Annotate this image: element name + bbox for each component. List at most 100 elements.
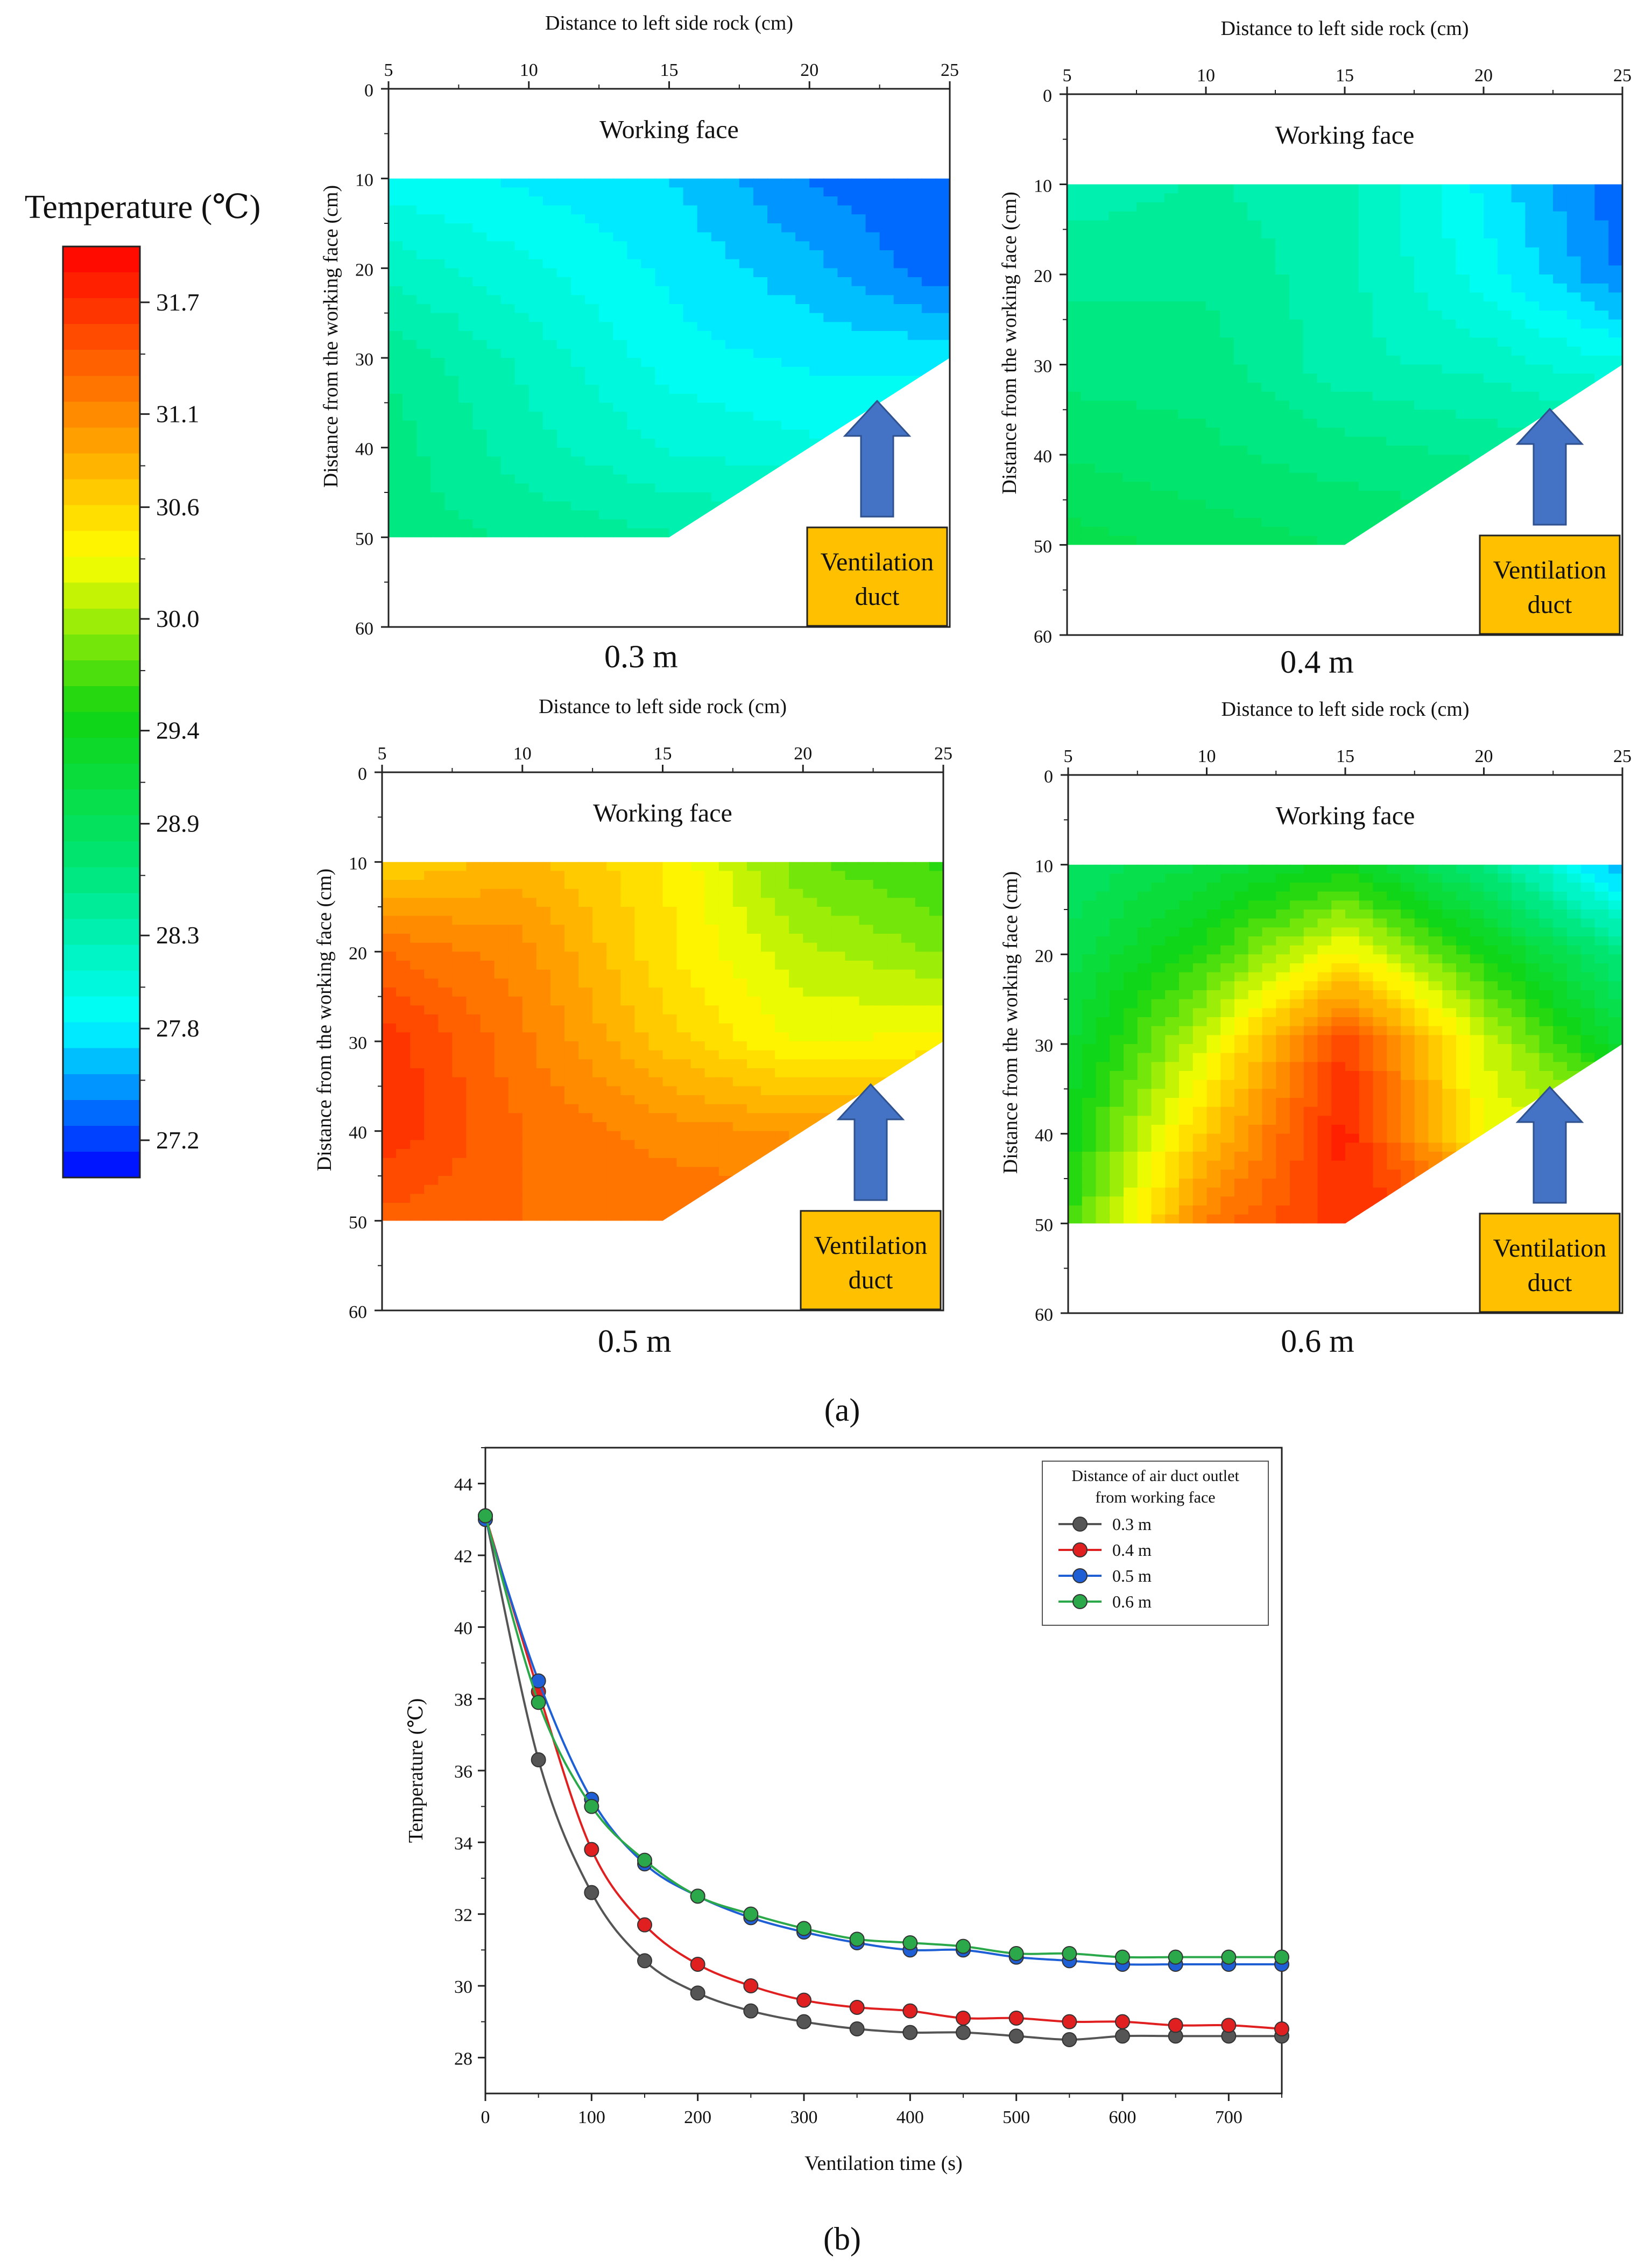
contour-cell (500, 376, 516, 385)
contour-cell (522, 915, 537, 926)
contour-cell (1081, 509, 1096, 519)
contour-cell (837, 295, 852, 305)
contour-cell (669, 313, 684, 323)
contour-cell (704, 1095, 719, 1105)
contour-cell (472, 358, 488, 368)
contour-cell (389, 439, 404, 448)
contour-cell (536, 898, 551, 907)
contour-cell (389, 412, 404, 421)
contour-cell (627, 340, 642, 350)
contour-cell (1345, 283, 1359, 293)
contour-cell (676, 1050, 691, 1060)
contour-cell (1553, 301, 1568, 311)
contour-cell (732, 1176, 747, 1186)
contour-cell (1566, 319, 1582, 329)
contour-cell (494, 1059, 509, 1069)
contour-cell (732, 1086, 747, 1096)
contour-cell (634, 1167, 649, 1176)
contour-cell (823, 304, 838, 314)
contour-cell (753, 420, 768, 431)
contour-cell (1150, 274, 1165, 284)
contour-cell (382, 1059, 397, 1069)
contour-cell (1275, 229, 1290, 239)
contour-cell (1122, 499, 1137, 510)
contour-cell (1566, 419, 1582, 428)
contour-cell (697, 286, 712, 296)
contour-cell (1484, 436, 1498, 447)
contour-cell (1470, 436, 1484, 447)
contour-cell (921, 277, 936, 287)
contour-cell (683, 376, 698, 385)
contour-cell (627, 420, 642, 431)
contour-cell (732, 942, 747, 953)
contour-cell (823, 349, 838, 358)
contour-cell (1303, 400, 1318, 411)
contour-cell (775, 961, 790, 970)
contour-cell (486, 178, 502, 188)
contour-cell (823, 501, 838, 511)
contour-cell (486, 420, 502, 431)
contour-cell (1136, 184, 1151, 194)
contour-cell (1553, 283, 1568, 293)
contour-cell (592, 1158, 608, 1168)
contour-cell (613, 295, 628, 305)
contour-cell (627, 232, 642, 242)
contour-cell (1400, 455, 1415, 464)
contour-cell (542, 349, 557, 358)
contour-cell (697, 366, 712, 377)
contour-cell (1442, 391, 1457, 401)
contour-cell (929, 915, 943, 926)
contour-cell (472, 304, 488, 314)
contour-cell (831, 1131, 846, 1141)
contour-cell (859, 862, 874, 872)
contour-cell (753, 429, 768, 439)
contour-cell (907, 223, 922, 233)
contour-cell (494, 1211, 509, 1221)
contour-cell (739, 528, 754, 538)
contour-cell (809, 492, 824, 502)
contour-field (1067, 184, 1622, 545)
contour-cell (542, 322, 557, 332)
contour-cell (403, 178, 418, 188)
contour-cell (1608, 220, 1622, 230)
contour-cell (893, 223, 908, 233)
contour-cell (1081, 347, 1096, 356)
contour-cell (1525, 311, 1540, 320)
contour-cell (1497, 446, 1512, 455)
contour-cell (620, 1167, 636, 1176)
contour-cell (430, 429, 446, 439)
contour-cell (718, 1194, 733, 1203)
contour-cell (472, 322, 488, 332)
contour-cell (704, 1194, 719, 1203)
contour-cell (873, 951, 888, 961)
contour-cell (1192, 202, 1206, 212)
contour-cell (1511, 509, 1526, 519)
contour-cell (634, 934, 649, 943)
contour-cell (683, 403, 698, 412)
contour-cell (1275, 311, 1290, 320)
contour-cell (1358, 184, 1373, 194)
contour-cell (725, 439, 740, 448)
contour-cell (480, 1158, 495, 1168)
contour-cell (1275, 274, 1290, 284)
contour-cell (1067, 355, 1082, 365)
contour-cell (620, 1176, 636, 1186)
contour-cell (1566, 383, 1582, 392)
contour-cell (935, 366, 950, 377)
contour-cell (1484, 518, 1498, 527)
contour-cell (1261, 499, 1276, 510)
contour-cell (669, 322, 684, 332)
y-tick-label: 0 (1043, 86, 1052, 106)
contour-cell (662, 1104, 677, 1114)
contour-cell (403, 510, 418, 520)
contour-cell (753, 187, 768, 197)
contour-cell (648, 1158, 663, 1168)
contour-cell (599, 250, 614, 260)
contour-cell (775, 942, 790, 953)
contour-cell (739, 178, 754, 188)
contour-cell (592, 1077, 608, 1087)
contour-cell (775, 1014, 790, 1024)
contour-cell (1206, 446, 1220, 455)
contour-cell (1067, 301, 1082, 311)
contour-cell (1386, 419, 1401, 428)
